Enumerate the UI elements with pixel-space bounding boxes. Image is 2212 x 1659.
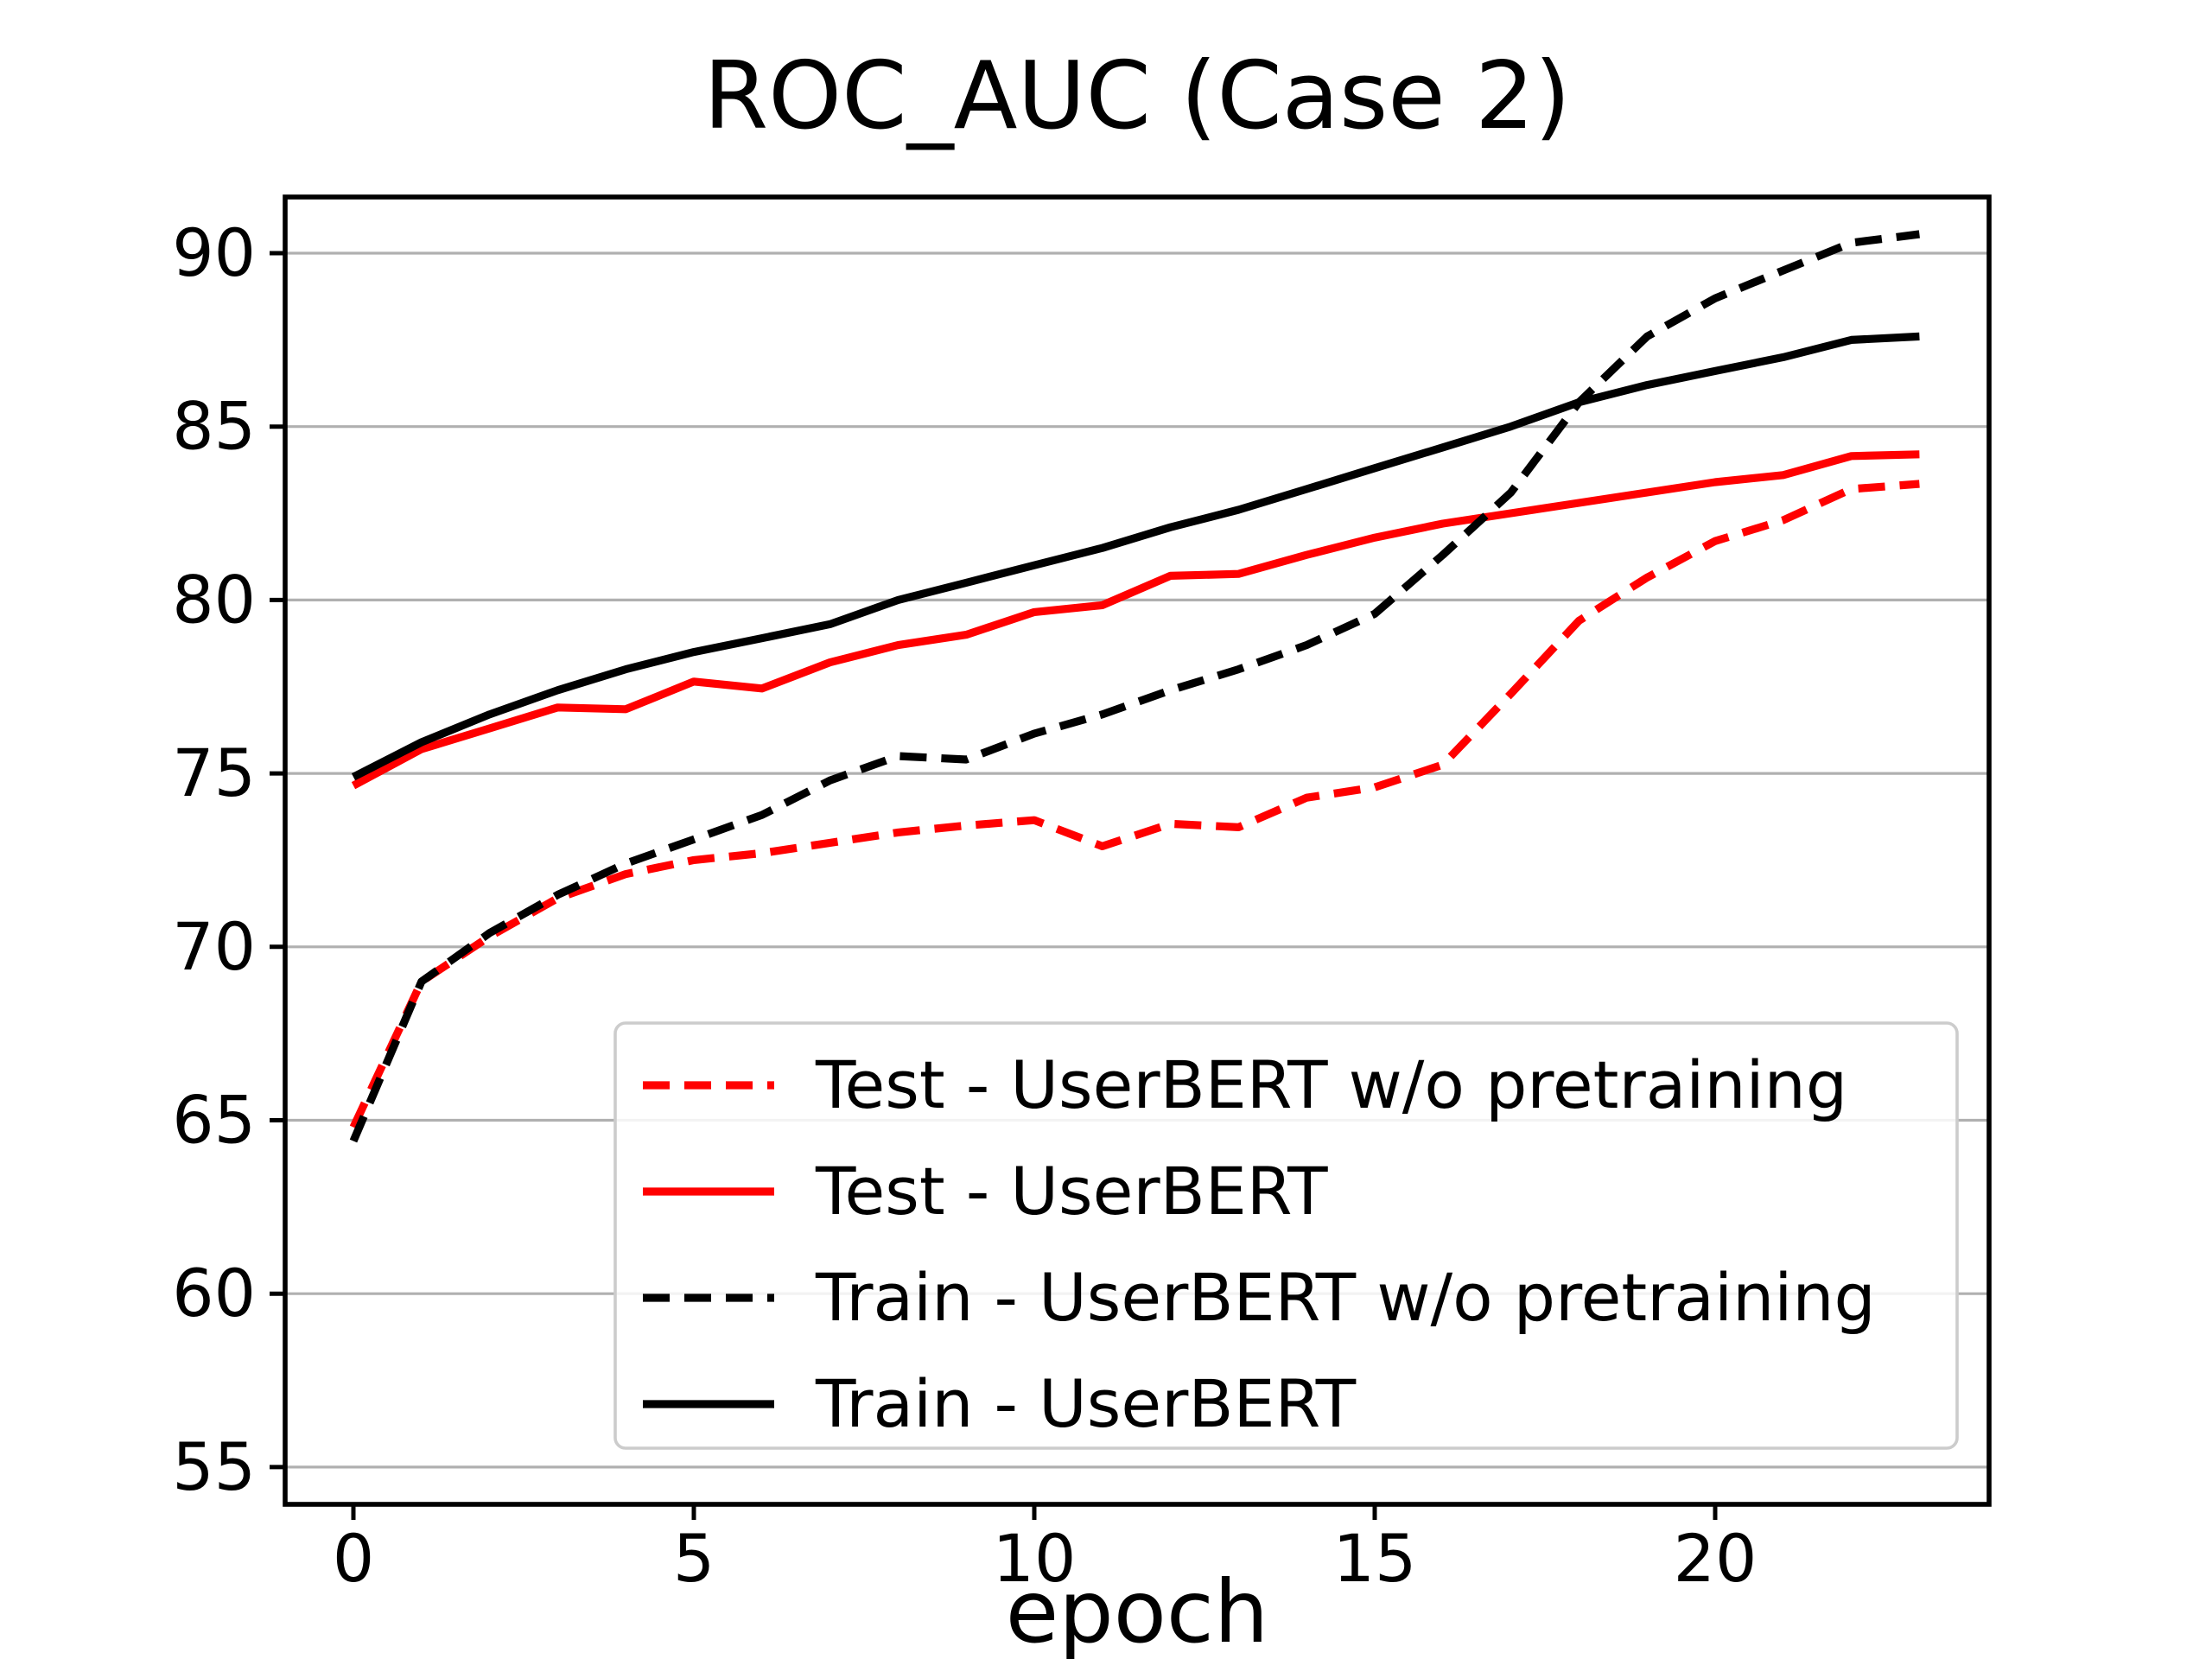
y-tick-label-90: 90 [172,214,256,291]
axes-spines [283,194,1992,1507]
y-tick-label-65: 65 [172,1082,256,1159]
x-tick-label-10: 10 [993,1520,1077,1597]
x-tick-label-0: 0 [333,1520,374,1597]
plot-border [283,194,1992,1507]
legend-label-1: Test - UserBERT [815,1153,1328,1230]
series-line-0-test-userbert-w-o-pretraining [349,480,1920,1129]
chart-title: ROC_AUC (Case 2) [703,42,1571,150]
tick-layer: 0 5 10 15 20 55 60 65 70 75 80 85 90 [172,214,1757,1597]
y-tick-label-70: 70 [172,908,256,985]
series-line-1-test-userbert [351,450,1920,790]
legend-label-0: Test - UserBERT w/o pretraining [815,1046,1847,1123]
series-line-3-train-userbert [351,332,1920,781]
y-tick-label-60: 60 [172,1255,256,1332]
series-line-2-train-userbert-w-o-pretraining [349,230,1920,1143]
x-tick-label-15: 15 [1333,1520,1417,1597]
legend-label-3: Train - UserBERT [815,1365,1357,1442]
x-tick-label-20: 20 [1674,1520,1758,1597]
y-tick-label-85: 85 [172,388,256,465]
legend-box [613,1021,1959,1450]
series-layer [349,230,1920,1143]
y-tick-label-80: 80 [172,561,256,638]
x-axis-label: epoch [1006,1561,1269,1659]
legend-label-2: Train - UserBERT w/o pretraining [815,1259,1876,1336]
y-tick-label-75: 75 [172,734,256,811]
legend: Test - UserBERT w/o pretraining Test - Us… [613,1021,1959,1450]
x-tick-label-5: 5 [673,1520,715,1597]
y-tick-label-55: 55 [172,1428,256,1505]
